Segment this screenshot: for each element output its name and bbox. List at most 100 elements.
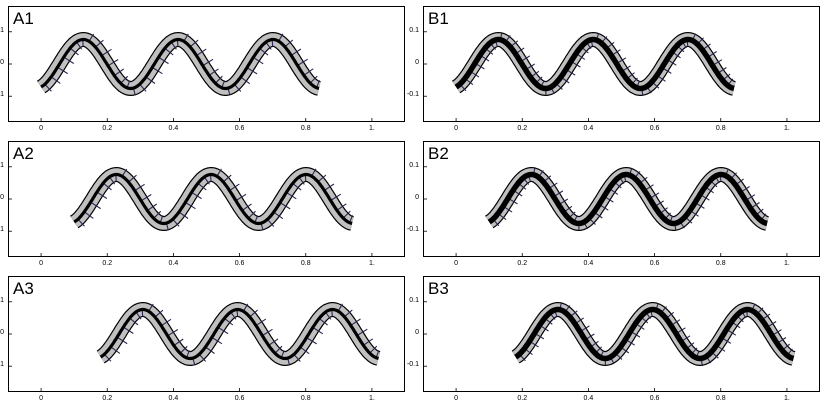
force-vector bbox=[306, 337, 317, 345]
force-vector bbox=[350, 318, 361, 326]
x-tick-label: 0.4 bbox=[168, 125, 179, 132]
x-tick-label: 0.6 bbox=[649, 260, 660, 267]
centerline bbox=[487, 171, 769, 227]
worm-plot bbox=[423, 166, 788, 257]
y-tick-label: -0.1 bbox=[406, 226, 419, 234]
x-tick-label: 1. bbox=[368, 260, 375, 267]
x-tick-label: 0.4 bbox=[583, 260, 594, 267]
worm-plot bbox=[8, 31, 373, 122]
force-vector bbox=[224, 317, 234, 326]
x-tick-label: 1. bbox=[783, 125, 790, 132]
y-tick-label: 0 bbox=[415, 329, 419, 336]
force-vector bbox=[303, 68, 314, 76]
panel-label: A3 bbox=[13, 279, 34, 298]
x-tick-label: 1. bbox=[368, 125, 375, 132]
force-vector bbox=[120, 75, 129, 84]
force-vector bbox=[235, 193, 247, 202]
force-vector bbox=[344, 309, 353, 318]
force-vector bbox=[189, 39, 199, 48]
y-tick-label: -0.1 bbox=[0, 226, 4, 234]
force-vector bbox=[330, 193, 342, 201]
x-tick-label: 0.8 bbox=[715, 125, 726, 132]
force-vector bbox=[229, 183, 240, 192]
force-vector bbox=[217, 326, 229, 335]
x-tick-label: 1. bbox=[783, 395, 790, 402]
force-vector bbox=[151, 66, 163, 75]
x-tick-label: 0.6 bbox=[649, 395, 660, 402]
y-tick-label: 0.1 bbox=[0, 296, 4, 304]
force-vector bbox=[205, 346, 215, 354]
force-vector bbox=[196, 48, 207, 57]
force-vector bbox=[134, 183, 145, 192]
force-vector bbox=[63, 56, 74, 64]
force-vector bbox=[185, 201, 196, 210]
y-tick-label: 0 bbox=[415, 194, 419, 201]
x-tick-label: 1. bbox=[783, 260, 790, 267]
x-tick-label: 0 bbox=[454, 260, 459, 267]
x-tick-label: 0.6 bbox=[234, 260, 245, 267]
panel-label: B3 bbox=[428, 279, 449, 298]
force-vector bbox=[140, 194, 152, 202]
worm-plot bbox=[423, 301, 800, 392]
y-tick-label: -0.1 bbox=[406, 91, 419, 99]
force-vector bbox=[160, 318, 172, 327]
x-tick-label: 0 bbox=[39, 125, 44, 132]
x-tick-label: 0 bbox=[454, 395, 459, 402]
force-vector bbox=[197, 182, 207, 191]
force-vector bbox=[268, 338, 279, 346]
force-vector bbox=[178, 211, 189, 219]
x-tick-label: 0.6 bbox=[649, 125, 660, 132]
force-vector bbox=[336, 203, 347, 211]
x-tick-label: 0.6 bbox=[234, 125, 245, 132]
x-tick-label: 1. bbox=[368, 395, 375, 402]
force-vector bbox=[69, 47, 79, 56]
x-tick-label: 0.2 bbox=[517, 395, 528, 402]
force-vector bbox=[154, 309, 164, 318]
x-tick-label: 0.2 bbox=[102, 125, 113, 132]
x-tick-label: 0 bbox=[39, 395, 44, 402]
plot-frame bbox=[8, 141, 405, 257]
force-vector bbox=[309, 75, 318, 84]
force-vector bbox=[290, 48, 302, 56]
force-vector bbox=[96, 191, 108, 199]
force-vector bbox=[312, 326, 324, 335]
force-vector bbox=[44, 83, 52, 92]
force-vector bbox=[202, 58, 214, 67]
y-tick-label: 0.1 bbox=[0, 161, 4, 169]
force-vector bbox=[50, 76, 61, 84]
force-vector bbox=[164, 47, 174, 56]
force-vector bbox=[102, 182, 112, 191]
force-vector bbox=[139, 83, 147, 92]
y-tick-label: 0.1 bbox=[0, 26, 4, 34]
centerline bbox=[40, 37, 320, 91]
x-tick-label: 0.2 bbox=[517, 260, 528, 267]
worm-plot bbox=[8, 166, 373, 257]
panel-label: B1 bbox=[428, 9, 449, 28]
force-vector bbox=[113, 68, 125, 77]
force-vector bbox=[128, 174, 137, 183]
force-vector bbox=[116, 336, 128, 345]
force-vector bbox=[323, 183, 335, 191]
force-vector bbox=[90, 201, 101, 210]
force-vector bbox=[153, 210, 162, 219]
force-vector bbox=[342, 210, 351, 219]
force-vector bbox=[173, 338, 184, 347]
worm-plot bbox=[423, 31, 788, 122]
x-tick-label: 0.8 bbox=[715, 395, 726, 402]
force-vector bbox=[110, 346, 121, 354]
force-vector bbox=[240, 76, 251, 85]
y-tick-label: 0.1 bbox=[409, 161, 419, 169]
force-vector bbox=[211, 336, 223, 345]
x-tick-label: 0.2 bbox=[102, 395, 113, 402]
force-vector bbox=[172, 218, 180, 227]
centerline bbox=[514, 306, 796, 362]
force-vector bbox=[248, 210, 256, 219]
force-vector bbox=[83, 211, 94, 219]
centerline bbox=[454, 36, 736, 92]
x-tick-label: 0.8 bbox=[300, 395, 311, 402]
force-vector bbox=[107, 59, 119, 67]
force-vector bbox=[356, 328, 368, 336]
y-tick-label: 0 bbox=[0, 59, 4, 66]
x-tick-label: 0.8 bbox=[300, 125, 311, 132]
force-vector bbox=[167, 329, 179, 337]
